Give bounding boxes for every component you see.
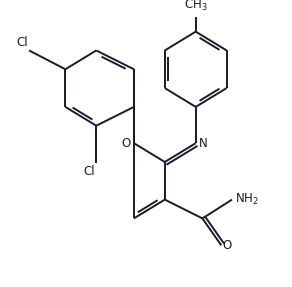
Text: O: O [223,239,232,252]
Text: N: N [199,137,208,150]
Text: CH$_3$: CH$_3$ [184,0,208,13]
Text: Cl: Cl [16,36,28,49]
Text: NH$_2$: NH$_2$ [235,192,258,207]
Text: Cl: Cl [83,165,95,178]
Text: O: O [121,137,131,150]
